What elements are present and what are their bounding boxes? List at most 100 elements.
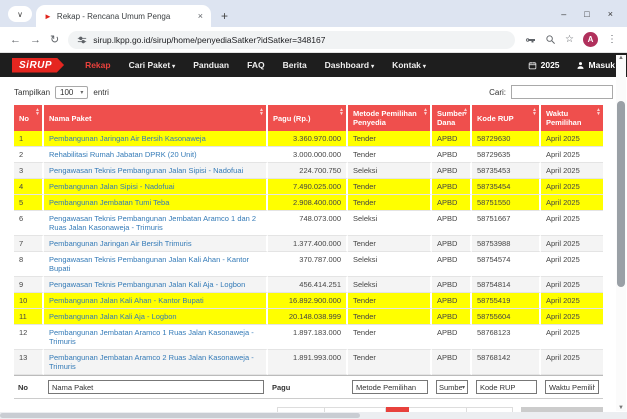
table-row: 10Pembangunan Jalan Kali Ahan - Kantor B…	[14, 293, 603, 309]
sumber-dana-cell: APBD	[432, 163, 472, 179]
site-settings-icon[interactable]	[77, 35, 87, 45]
paket-link[interactable]: Pembangunan Jalan Kali Ahan - Kantor Bup…	[49, 296, 204, 305]
address-bar[interactable]: sirup.lkpp.go.id/sirup/home/penyediaSatk…	[68, 31, 515, 49]
metode-cell: Tender	[348, 236, 432, 252]
sumber-dana-cell: APBD	[432, 350, 472, 375]
nav-item-panduan[interactable]: Panduan	[193, 60, 229, 70]
nav-item-berita[interactable]: Berita	[283, 60, 307, 70]
search-input[interactable]	[511, 85, 613, 99]
paket-link[interactable]: Rehabilitasi Rumah Jabatan DPRK (20 Unit…	[49, 150, 197, 159]
paket-link[interactable]: Pembangunan Jaringan Air Bersih Kasonawe…	[49, 134, 206, 143]
filter-sumber-dana-select[interactable]: Sumber Dana ▾	[436, 380, 468, 394]
table-row: 1Pembangunan Jaringan Air Bersih Kasonaw…	[14, 131, 603, 147]
sumber-dana-cell: APBD	[432, 277, 472, 293]
metode-cell: Tender	[348, 350, 432, 375]
waktu-cell: April 2025	[541, 325, 603, 350]
pagu-cell: 7.490.025.000	[268, 179, 348, 195]
pagu-cell: 1.897.183.000	[268, 325, 348, 350]
browser-menu-icon[interactable]: ⋮	[607, 34, 617, 45]
col-header-metode[interactable]: Metode Pemilihan Penyedia ▲▼	[348, 105, 432, 131]
browser-tab[interactable]: ► Rekap - Rencana Umum Penga ×	[36, 5, 211, 27]
tab-close-icon[interactable]: ×	[198, 11, 203, 21]
forward-button[interactable]: →	[30, 34, 41, 46]
window-controls: – □ ×	[561, 9, 619, 19]
sort-icon: ▲▼	[259, 108, 264, 116]
calendar-icon	[528, 61, 537, 70]
password-key-icon[interactable]	[524, 34, 536, 46]
table-row: 13Pembangunan Jembatan Aramco 2 Ruas Jal…	[14, 350, 603, 375]
paket-link[interactable]: Pengawasan Teknis Pembangunan Jalan Sipi…	[49, 166, 243, 175]
table-row: 4Pembangunan Jalan Sipisi - Nadofuai7.49…	[14, 179, 603, 195]
paket-link[interactable]: Pembangunan Jalan Sipisi - Nadofuai	[49, 182, 175, 191]
paket-link[interactable]: Pembangunan Jembatan Tumi Teba	[49, 198, 169, 207]
tab-search-button[interactable]: ∨	[8, 6, 32, 22]
sumber-dana-cell: APBD	[432, 236, 472, 252]
year-selector[interactable]: 2025	[528, 60, 560, 70]
col-header-no[interactable]: No ▲▼	[14, 105, 44, 131]
sort-icon: ▲▼	[463, 108, 468, 116]
waktu-cell: April 2025	[541, 147, 603, 163]
kode-rup-cell: 58753988	[472, 236, 541, 252]
nav-item-kontak[interactable]: Kontak▾	[392, 60, 426, 70]
filter-metode-input[interactable]	[352, 380, 428, 394]
entries-select[interactable]: 100 ▾	[55, 86, 88, 99]
pagu-cell: 3.000.000.000	[268, 147, 348, 163]
sirup-logo[interactable]: SiRUP	[12, 58, 64, 73]
vertical-scrollbar-thumb[interactable]	[617, 101, 625, 287]
sumber-dana-cell: APBD	[432, 147, 472, 163]
col-header-kode-rup[interactable]: Kode RUP ▲▼	[472, 105, 541, 131]
vertical-scrollbar[interactable]: ▲ ▼	[616, 55, 626, 411]
nav-item-cari-paket[interactable]: Cari Paket▾	[129, 60, 176, 70]
profile-avatar[interactable]: A	[583, 32, 598, 47]
nama-paket-cell: Pembangunan Jalan Sipisi - Nadofuai	[44, 179, 268, 195]
row-number-cell: 8	[14, 252, 44, 277]
filter-kode-rup-input[interactable]	[476, 380, 537, 394]
col-header-waktu[interactable]: Waktu Pemilihan ▲▼	[541, 105, 603, 131]
col-header-sumber-dana[interactable]: Sumber Dana ▲▼	[432, 105, 472, 131]
horizontal-scrollbar-thumb[interactable]	[0, 413, 360, 418]
waktu-cell: April 2025	[541, 236, 603, 252]
table-row: 2Rehabilitasi Rumah Jabatan DPRK (20 Uni…	[14, 147, 603, 163]
paket-link[interactable]: Pengawasan Teknis Pembangunan Jalan Kali…	[49, 280, 245, 289]
paket-link[interactable]: Pembangunan Jembatan Aramco 2 Ruas Jalan…	[49, 353, 254, 371]
sumber-dana-cell: APBD	[432, 309, 472, 325]
new-tab-button[interactable]: +	[221, 9, 228, 23]
paket-link[interactable]: Pembangunan Jaringan Air Bersih Trimuris	[49, 239, 192, 248]
scroll-down-icon[interactable]: ▼	[616, 405, 626, 411]
sort-icon: ▲▼	[596, 108, 601, 116]
sirup-favicon-icon: ►	[44, 12, 52, 21]
filter-nama-paket-input[interactable]	[48, 380, 264, 394]
chevron-down-icon: ▾	[462, 384, 465, 391]
sumber-dana-cell: APBD	[432, 131, 472, 147]
horizontal-scrollbar[interactable]	[0, 412, 627, 419]
waktu-cell: April 2025	[541, 211, 603, 236]
kode-rup-cell: 58735453	[472, 163, 541, 179]
col-header-pagu[interactable]: Pagu (Rp.) ▲▼	[268, 105, 348, 131]
row-number-cell: 12	[14, 325, 44, 350]
row-number-cell: 6	[14, 211, 44, 236]
pagu-cell: 370.787.000	[268, 252, 348, 277]
nama-paket-cell: Pembangunan Jalan Kali Aja - Logbon	[44, 309, 268, 325]
window-maximize-button[interactable]: □	[584, 9, 589, 19]
paket-link[interactable]: Pengawasan Teknis Pembangunan Jembatan A…	[49, 214, 256, 232]
nav-item-dashboard[interactable]: Dashboard▾	[325, 60, 374, 70]
nav-item-faq[interactable]: FAQ	[247, 60, 264, 70]
col-header-nama-paket[interactable]: Nama Paket ▲▼	[44, 105, 268, 131]
bookmark-star-icon[interactable]: ☆	[565, 34, 574, 45]
paket-link[interactable]: Pengawasan Teknis Pembangunan Jalan Kali…	[49, 255, 249, 273]
nav-item-rekap[interactable]: Rekap	[85, 60, 111, 70]
back-button[interactable]: ←	[10, 34, 21, 46]
zoom-icon[interactable]	[545, 34, 556, 45]
table-row: 8 Pengawasan Teknis Pembangunan Jalan Kal…	[14, 252, 603, 277]
paket-link[interactable]: Pembangunan Jembatan Aramco 1 Ruas Jalan…	[49, 328, 254, 346]
pagu-cell: 16.892.900.000	[268, 293, 348, 309]
scroll-up-icon[interactable]: ▲	[616, 55, 626, 61]
paket-link[interactable]: Pembangunan Jalan Kali Aja - Logbon	[49, 312, 177, 321]
window-close-button[interactable]: ×	[608, 9, 613, 19]
search-label: Cari:	[489, 88, 506, 97]
window-minimize-button[interactable]: –	[561, 9, 566, 19]
pagu-cell: 224.700.750	[268, 163, 348, 179]
filter-waktu-input[interactable]	[545, 380, 599, 394]
login-button[interactable]: Masuk	[576, 60, 615, 70]
reload-button[interactable]: ↻	[50, 33, 59, 46]
